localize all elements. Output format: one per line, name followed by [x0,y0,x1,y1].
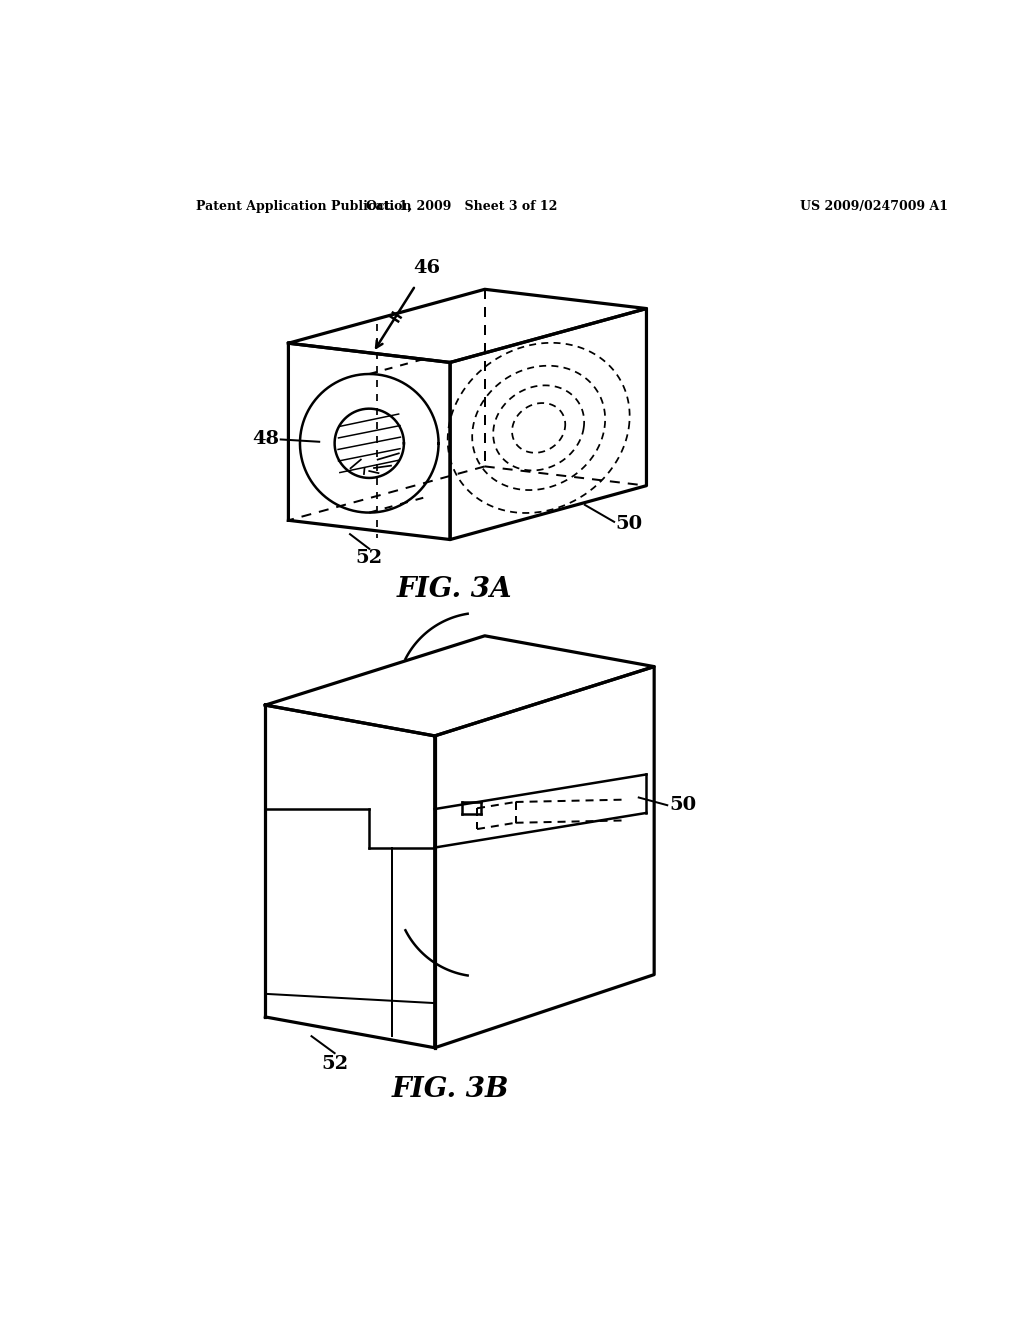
Text: 50: 50 [615,515,643,533]
Text: FIG. 3B: FIG. 3B [391,1076,509,1104]
Text: 46: 46 [414,259,440,277]
Text: 48: 48 [252,430,280,449]
Text: 50: 50 [670,796,696,814]
Text: 52: 52 [355,549,383,566]
Text: FIG. 3A: FIG. 3A [396,576,512,603]
Text: Oct. 1, 2009   Sheet 3 of 12: Oct. 1, 2009 Sheet 3 of 12 [366,199,557,213]
Text: US 2009/0247009 A1: US 2009/0247009 A1 [801,199,948,213]
Text: Patent Application Publication: Patent Application Publication [196,199,412,213]
Text: 52: 52 [322,1056,348,1073]
